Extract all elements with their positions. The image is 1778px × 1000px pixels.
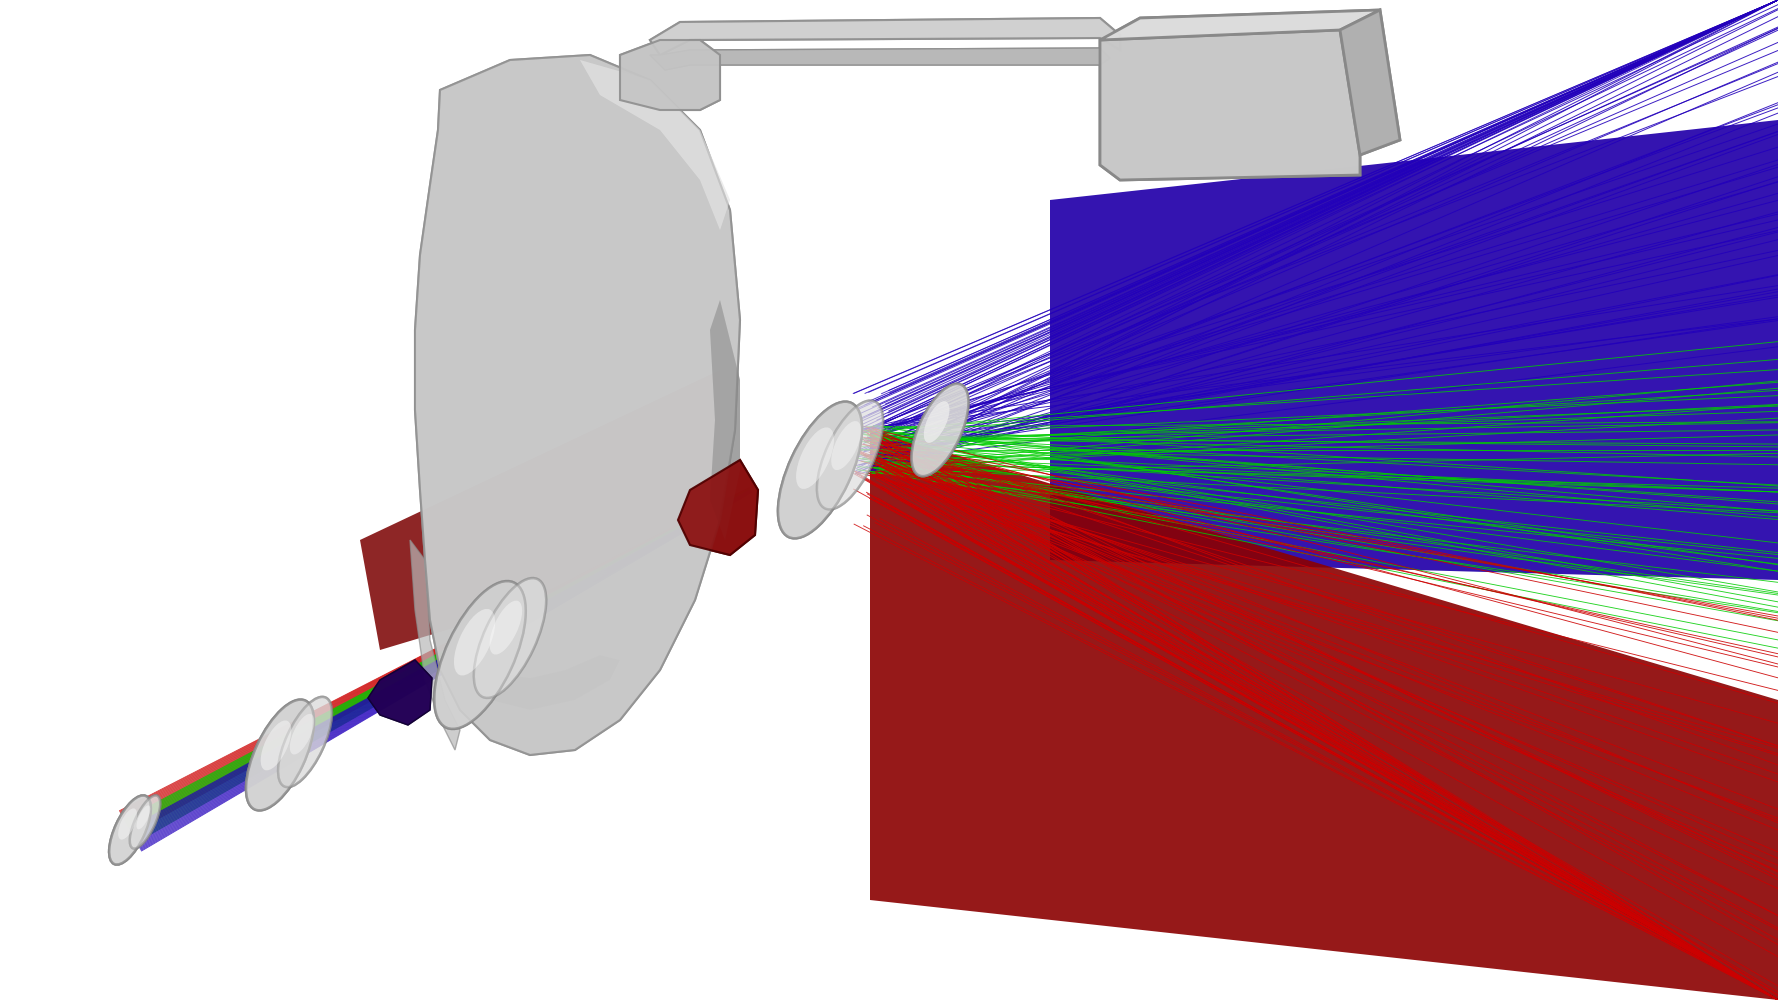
- Polygon shape: [677, 460, 757, 555]
- Ellipse shape: [832, 421, 861, 470]
- Ellipse shape: [290, 714, 315, 754]
- Ellipse shape: [277, 697, 332, 787]
- Polygon shape: [368, 660, 432, 725]
- Ellipse shape: [779, 402, 862, 538]
- Ellipse shape: [453, 609, 494, 675]
- Ellipse shape: [245, 700, 315, 810]
- Ellipse shape: [277, 697, 332, 787]
- Ellipse shape: [130, 795, 160, 849]
- Ellipse shape: [912, 384, 969, 476]
- Polygon shape: [414, 55, 740, 755]
- Ellipse shape: [137, 805, 151, 829]
- Ellipse shape: [832, 421, 861, 470]
- Ellipse shape: [130, 795, 160, 849]
- Ellipse shape: [489, 601, 523, 655]
- Ellipse shape: [261, 720, 292, 770]
- Ellipse shape: [434, 581, 526, 729]
- Ellipse shape: [261, 720, 292, 770]
- Polygon shape: [1101, 30, 1360, 180]
- Ellipse shape: [117, 808, 137, 840]
- Polygon shape: [621, 40, 720, 110]
- Ellipse shape: [434, 581, 526, 729]
- Ellipse shape: [453, 609, 494, 675]
- Polygon shape: [1101, 30, 1360, 180]
- Ellipse shape: [473, 578, 546, 698]
- Polygon shape: [709, 300, 740, 540]
- Ellipse shape: [117, 808, 137, 840]
- Polygon shape: [1051, 120, 1778, 580]
- Ellipse shape: [489, 601, 523, 655]
- Ellipse shape: [925, 401, 949, 443]
- Ellipse shape: [277, 697, 332, 787]
- Polygon shape: [411, 540, 461, 750]
- Ellipse shape: [108, 795, 151, 865]
- Polygon shape: [1341, 10, 1399, 155]
- Ellipse shape: [434, 581, 526, 729]
- Ellipse shape: [137, 805, 151, 829]
- Ellipse shape: [779, 402, 862, 538]
- Polygon shape: [651, 18, 1120, 55]
- Polygon shape: [359, 370, 720, 650]
- Ellipse shape: [108, 795, 151, 865]
- Ellipse shape: [912, 384, 969, 476]
- Ellipse shape: [473, 578, 546, 698]
- Ellipse shape: [245, 700, 315, 810]
- Polygon shape: [651, 48, 1109, 70]
- Ellipse shape: [245, 700, 315, 810]
- Ellipse shape: [453, 609, 494, 675]
- Ellipse shape: [816, 401, 884, 509]
- Polygon shape: [1101, 10, 1380, 40]
- Ellipse shape: [473, 578, 546, 698]
- Ellipse shape: [489, 601, 523, 655]
- Polygon shape: [450, 655, 621, 710]
- Polygon shape: [580, 60, 731, 230]
- Polygon shape: [709, 300, 740, 540]
- Ellipse shape: [108, 795, 151, 865]
- Polygon shape: [1101, 10, 1380, 40]
- Ellipse shape: [779, 402, 862, 538]
- Polygon shape: [1341, 10, 1399, 155]
- Polygon shape: [414, 55, 740, 755]
- Polygon shape: [621, 40, 720, 110]
- Polygon shape: [869, 430, 1778, 1000]
- Polygon shape: [580, 60, 731, 230]
- Polygon shape: [651, 18, 1120, 55]
- Ellipse shape: [130, 795, 160, 849]
- Ellipse shape: [816, 401, 884, 509]
- Polygon shape: [677, 460, 757, 555]
- Ellipse shape: [832, 421, 861, 470]
- Ellipse shape: [117, 808, 137, 840]
- Ellipse shape: [925, 401, 949, 443]
- Ellipse shape: [797, 427, 834, 489]
- Ellipse shape: [797, 427, 834, 489]
- Ellipse shape: [261, 720, 292, 770]
- Polygon shape: [651, 48, 1109, 70]
- Ellipse shape: [137, 805, 151, 829]
- Ellipse shape: [816, 401, 884, 509]
- Ellipse shape: [912, 384, 969, 476]
- Ellipse shape: [925, 401, 949, 443]
- Ellipse shape: [290, 714, 315, 754]
- Polygon shape: [368, 660, 432, 725]
- Ellipse shape: [290, 714, 315, 754]
- Ellipse shape: [797, 427, 834, 489]
